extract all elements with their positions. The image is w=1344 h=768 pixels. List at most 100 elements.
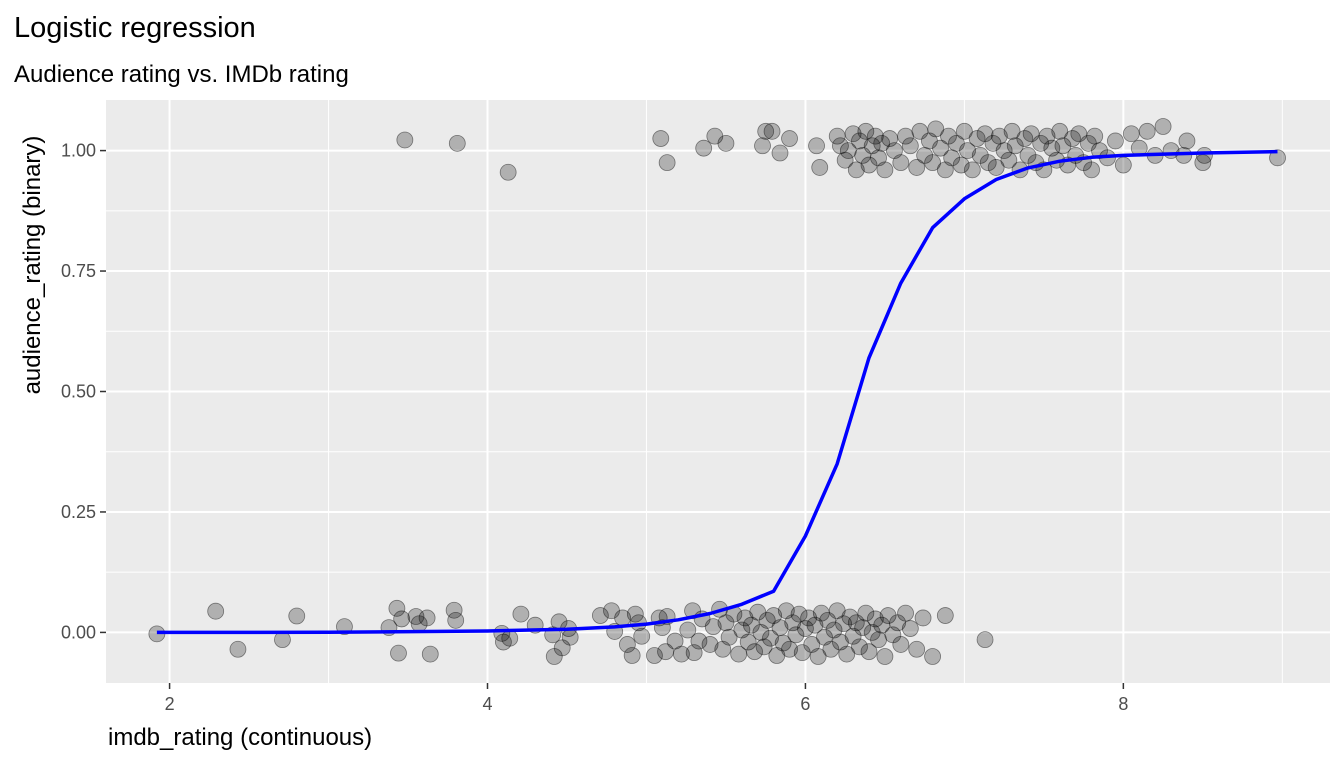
x-tick-label: 2: [165, 694, 175, 714]
data-point: [229, 640, 247, 658]
data-point: [388, 599, 406, 617]
data-point: [897, 604, 914, 622]
data-point: [771, 144, 789, 162]
data-point: [976, 631, 994, 649]
data-point: [908, 640, 926, 658]
data-point: [901, 620, 919, 637]
data-point: [704, 618, 722, 636]
data-point: [806, 616, 824, 634]
data-point: [501, 629, 519, 647]
data-point: [512, 605, 530, 623]
data-point: [936, 161, 954, 179]
data-point: [499, 163, 517, 181]
data-point: [943, 149, 961, 167]
data-point: [854, 147, 872, 164]
data-point: [857, 604, 875, 622]
data-point: [695, 139, 713, 157]
data-point: [955, 122, 973, 140]
data-point: [690, 632, 708, 650]
data-point: [819, 611, 837, 629]
data-point: [730, 645, 748, 663]
data-point: [825, 621, 843, 639]
data-point: [633, 627, 651, 645]
data-point: [936, 607, 954, 624]
data-point: [763, 122, 781, 140]
x-tick-label: 6: [800, 694, 810, 714]
data-point: [418, 609, 436, 627]
data-point: [657, 643, 674, 661]
data-point: [927, 120, 945, 138]
data-point: [916, 147, 934, 164]
data-point: [1114, 156, 1132, 174]
data-point: [863, 137, 881, 155]
data-point: [407, 608, 425, 625]
y-tick-label: 1.00: [61, 141, 96, 161]
data-point: [749, 603, 767, 621]
data-point: [803, 636, 821, 653]
data-point: [835, 615, 852, 633]
x-tick-label: 4: [482, 694, 492, 714]
data-point: [733, 621, 751, 639]
data-point: [870, 631, 887, 649]
data-point: [777, 602, 795, 620]
data-point: [892, 636, 910, 653]
data-point: [685, 644, 703, 662]
data-point: [1054, 137, 1072, 155]
data-point: [768, 647, 786, 664]
data-point: [445, 601, 463, 619]
data-point: [1196, 147, 1213, 164]
data-point: [881, 130, 899, 147]
data-point: [390, 644, 407, 662]
data-point: [984, 134, 1002, 152]
data-point: [673, 645, 690, 663]
data-point: [1083, 161, 1100, 179]
y-tick-label: 0.50: [61, 382, 96, 402]
data-point: [811, 159, 829, 176]
data-point: [561, 628, 579, 646]
data-point: [873, 134, 891, 152]
data-point: [940, 127, 957, 145]
data-point: [1086, 127, 1104, 145]
y-tick-label: 0.75: [61, 261, 96, 281]
data-point: [754, 137, 771, 155]
data-point: [847, 161, 865, 179]
data-point: [553, 639, 571, 657]
x-axis-ticks: 2 4 6 8: [165, 683, 1128, 714]
data-point: [666, 632, 684, 650]
data-point: [781, 130, 798, 147]
data-point: [908, 159, 926, 176]
data-point: [1051, 122, 1069, 140]
data-point: [646, 647, 663, 664]
chart-title: Logistic regression: [14, 12, 256, 44]
data-point: [447, 611, 465, 629]
data-point: [736, 609, 754, 627]
data-point: [706, 127, 724, 145]
data-point: [421, 645, 439, 663]
data-point: [832, 633, 849, 651]
data-point: [714, 640, 732, 658]
data-point: [860, 643, 878, 661]
data-point: [448, 134, 466, 152]
data-point: [892, 154, 910, 172]
data-point: [889, 614, 907, 632]
data-point: [816, 628, 833, 646]
data-point: [591, 607, 609, 624]
data-point: [884, 626, 902, 644]
data-point: [1079, 134, 1097, 152]
data-point: [1022, 125, 1040, 143]
data-point: [841, 608, 859, 626]
data-point: [987, 159, 1005, 176]
data-point: [774, 634, 792, 652]
data-point: [1032, 134, 1050, 152]
data-point: [790, 605, 808, 623]
data-point: [1178, 132, 1196, 150]
data-point: [784, 614, 802, 632]
data-point: [1064, 130, 1081, 147]
data-point: [854, 619, 872, 636]
data-point: [879, 607, 897, 624]
data-point: [781, 640, 798, 658]
data-point: [839, 142, 857, 159]
data-point: [828, 127, 846, 145]
data-point: [1019, 147, 1037, 164]
data-point: [755, 638, 773, 656]
